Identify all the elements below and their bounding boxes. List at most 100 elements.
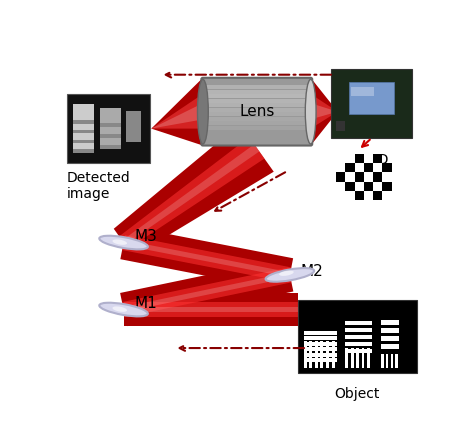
Ellipse shape — [305, 79, 316, 144]
Bar — [204, 117, 309, 121]
Bar — [364, 172, 373, 182]
Bar — [336, 172, 346, 182]
Bar — [204, 99, 309, 103]
Bar — [303, 341, 307, 369]
Text: M3: M3 — [134, 229, 157, 244]
Bar — [73, 130, 94, 133]
Bar — [204, 103, 309, 107]
Bar — [346, 154, 355, 163]
Bar — [383, 191, 392, 200]
Ellipse shape — [112, 307, 127, 312]
Bar — [127, 111, 141, 142]
Bar — [373, 172, 383, 182]
Bar — [346, 348, 348, 369]
Bar — [326, 341, 329, 369]
Bar — [381, 336, 399, 341]
Bar — [352, 87, 374, 96]
Polygon shape — [123, 273, 291, 312]
Bar — [373, 191, 383, 200]
Bar — [66, 94, 150, 163]
Polygon shape — [122, 267, 292, 317]
Ellipse shape — [265, 268, 314, 282]
FancyBboxPatch shape — [201, 78, 312, 145]
Bar — [373, 154, 383, 163]
Polygon shape — [124, 302, 298, 317]
Bar — [336, 182, 346, 191]
Bar — [204, 121, 309, 125]
Polygon shape — [310, 103, 337, 120]
Polygon shape — [310, 94, 337, 129]
Polygon shape — [310, 78, 337, 145]
Polygon shape — [123, 240, 291, 277]
Bar — [346, 349, 372, 353]
Bar — [367, 348, 370, 369]
Bar — [336, 163, 346, 172]
Bar — [303, 358, 337, 362]
Bar — [73, 104, 94, 153]
Bar — [100, 134, 121, 138]
Bar — [383, 163, 392, 172]
Bar — [364, 182, 373, 191]
Bar — [336, 150, 392, 200]
Bar — [73, 140, 94, 143]
Bar — [346, 191, 355, 200]
Bar — [346, 328, 372, 332]
Bar — [346, 182, 355, 191]
Bar — [73, 120, 94, 124]
Bar — [315, 341, 318, 369]
Bar — [373, 163, 383, 172]
Ellipse shape — [279, 270, 294, 276]
Polygon shape — [122, 235, 292, 283]
Bar — [349, 83, 394, 114]
Text: M1: M1 — [134, 296, 157, 311]
Polygon shape — [122, 144, 259, 245]
Bar — [346, 341, 372, 346]
Bar — [356, 348, 359, 369]
Polygon shape — [151, 94, 203, 129]
Polygon shape — [151, 78, 203, 145]
Bar — [391, 353, 393, 369]
Bar — [351, 348, 354, 369]
Bar — [381, 353, 383, 369]
Bar — [336, 120, 345, 131]
Text: M2: M2 — [301, 264, 323, 279]
Bar — [309, 341, 312, 369]
Bar — [204, 108, 309, 112]
Polygon shape — [114, 124, 274, 256]
Bar — [355, 154, 364, 163]
Bar — [320, 341, 323, 369]
Ellipse shape — [99, 303, 148, 316]
Bar — [373, 182, 383, 191]
Bar — [383, 182, 392, 191]
Bar — [303, 341, 337, 346]
Bar — [381, 328, 399, 333]
Bar — [381, 320, 399, 325]
Ellipse shape — [99, 236, 148, 249]
Bar — [383, 172, 392, 182]
Text: Lens: Lens — [239, 104, 274, 119]
Bar — [346, 163, 355, 172]
Bar — [204, 85, 309, 89]
Bar — [346, 335, 372, 339]
Bar — [346, 172, 355, 182]
Bar — [364, 163, 373, 172]
Polygon shape — [120, 226, 293, 292]
Polygon shape — [151, 103, 203, 129]
Bar — [362, 348, 365, 369]
Polygon shape — [120, 258, 293, 326]
Bar — [204, 90, 309, 94]
Bar — [395, 353, 398, 369]
Bar — [100, 145, 121, 149]
Ellipse shape — [112, 240, 127, 245]
Bar — [381, 344, 399, 349]
Bar — [204, 112, 309, 116]
Bar — [346, 321, 372, 325]
Text: Detected
image: Detected image — [66, 171, 130, 201]
Bar — [204, 126, 309, 130]
Bar — [386, 353, 388, 369]
Bar — [355, 182, 364, 191]
Bar — [100, 123, 121, 127]
Polygon shape — [124, 307, 298, 312]
Bar — [298, 300, 417, 373]
Bar — [355, 163, 364, 172]
